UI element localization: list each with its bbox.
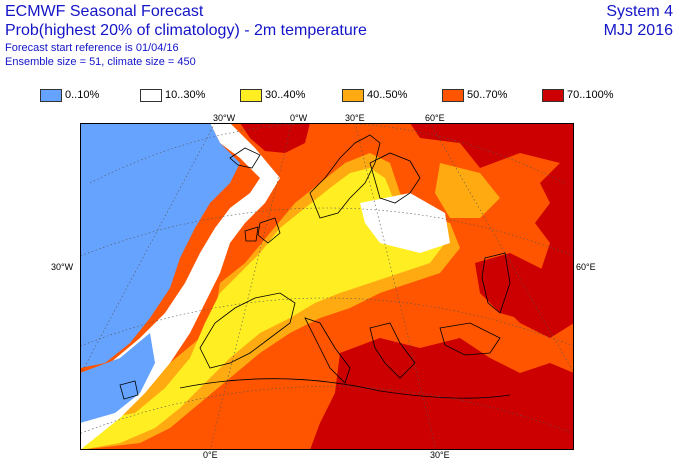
lon-label-30e-bottom: 30°E xyxy=(430,450,450,460)
legend-label: 10..30% xyxy=(165,89,206,101)
probability-map xyxy=(80,123,574,450)
legend-label: 0..10% xyxy=(65,89,100,101)
legend-swatch xyxy=(240,89,262,102)
chart-subtitle: Prob(highest 20% of climatology) - 2m te… xyxy=(5,22,367,39)
lon-label-30e-top: 30°E xyxy=(345,113,365,123)
region-10-30-russia xyxy=(360,193,450,253)
system-label: System 4 xyxy=(606,3,673,20)
lat-label-right: 60°E xyxy=(576,262,596,272)
region-0-10 xyxy=(80,123,240,368)
legend-swatch xyxy=(442,89,464,102)
chart-title: ECMWF Seasonal Forecast xyxy=(5,3,204,20)
graticule xyxy=(80,123,574,450)
lon-label-60e-top: 60°E xyxy=(425,113,445,123)
color-legend: 0..10% 10..30% 30..40% 40..50% 50..70% 7… xyxy=(40,88,660,104)
map-canvas xyxy=(80,123,574,450)
region-0-10-azores xyxy=(80,333,155,423)
lon-label-0-bottom: 0°E xyxy=(203,450,218,460)
legend-swatch xyxy=(140,89,162,102)
region-40-50-east xyxy=(435,163,500,218)
legend-swatch xyxy=(40,89,62,102)
coastlines xyxy=(119,134,511,400)
lat-label-left: 30°W xyxy=(51,262,74,272)
legend-swatch xyxy=(542,89,564,102)
legend-label: 30..40% xyxy=(265,89,306,101)
map-border xyxy=(80,123,574,450)
ensemble-size: Ensemble size = 51, climate size = 450 xyxy=(5,56,196,68)
legend-label: 40..50% xyxy=(367,89,408,101)
legend-label: 50..70% xyxy=(467,89,508,101)
lon-label-0: 0°W xyxy=(290,113,308,123)
period-label: MJJ 2016 xyxy=(603,22,673,39)
region-30-40 xyxy=(80,168,445,450)
region-70-100-med xyxy=(310,338,574,450)
legend-label: 70..100% xyxy=(567,89,614,101)
lon-label-30w: 30°W xyxy=(213,113,236,123)
region-70-100-caspian xyxy=(475,253,560,323)
legend-swatch xyxy=(342,89,364,102)
region-70-100-sw-arctic xyxy=(240,123,310,153)
forecast-reference: Forecast start reference is 01/04/16 xyxy=(5,42,179,54)
